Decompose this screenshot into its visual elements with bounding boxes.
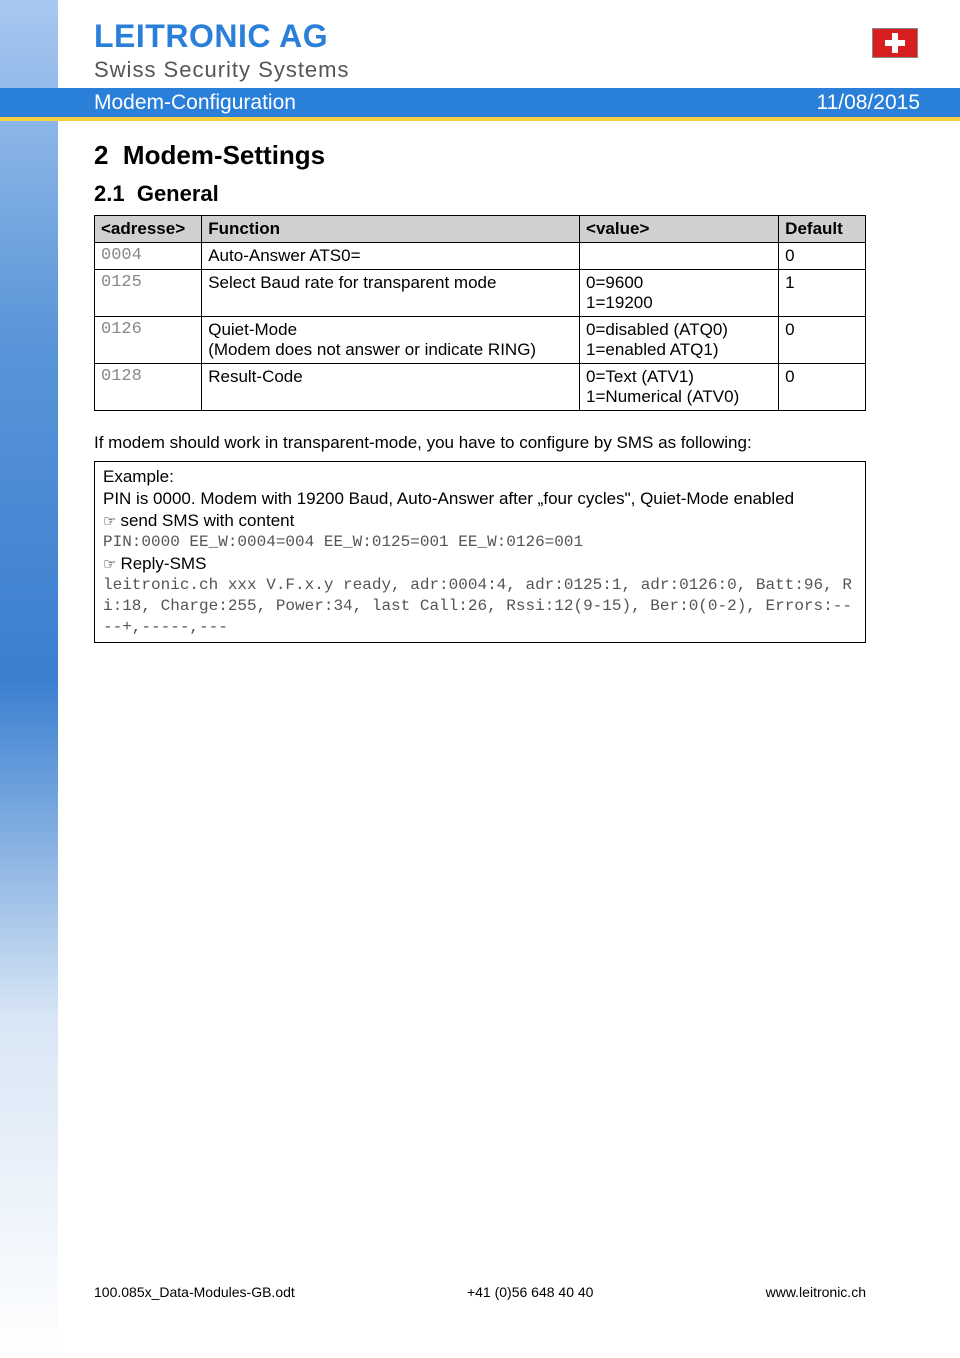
table-row: 0126Quiet-Mode(Modem does not answer or … xyxy=(95,317,866,364)
cell-adresse: 0128 xyxy=(95,364,202,411)
footer-phone: +41 (0)56 648 40 40 xyxy=(467,1284,594,1300)
table-row: 0125Select Baud rate for transparent mod… xyxy=(95,270,866,317)
send-sms-label: ☞send SMS with content xyxy=(103,510,857,532)
cell-default: 0 xyxy=(779,317,866,364)
cell-adresse: 0004 xyxy=(95,243,202,270)
footer-url: www.leitronic.ch xyxy=(766,1284,866,1300)
footer-filename: 100.085x_Data-Modules-GB.odt xyxy=(94,1284,295,1300)
section-heading: 2 Modem-Settings xyxy=(94,140,866,171)
cell-default: 0 xyxy=(779,364,866,411)
cell-value: 0=disabled (ATQ0)1=enabled ATQ1) xyxy=(580,317,779,364)
col-value: <value> xyxy=(580,216,779,243)
yellow-divider xyxy=(0,117,960,121)
company-name: LEITRONIC AG xyxy=(94,18,920,55)
cell-function: Select Baud rate for transparent mode xyxy=(202,270,580,317)
cell-default: 0 xyxy=(779,243,866,270)
cell-value: 0=96001=19200 xyxy=(580,270,779,317)
reply-sms-label: ☞Reply-SMS xyxy=(103,553,857,575)
doc-title: Modem-Configuration xyxy=(94,91,296,115)
cell-value xyxy=(580,243,779,270)
col-default: Default xyxy=(779,216,866,243)
doc-date: 11/08/2015 xyxy=(816,91,920,115)
left-sidebar xyxy=(0,0,58,1358)
table-row: 0128Result-Code0=Text (ATV1)1=Numerical … xyxy=(95,364,866,411)
subsection-heading: 2.1 General xyxy=(94,181,866,207)
send-sms-content: PIN:0000 EE_W:0004=004 EE_W:0125=001 EE_… xyxy=(103,532,857,553)
page-footer: 100.085x_Data-Modules-GB.odt +41 (0)56 6… xyxy=(94,1284,866,1300)
cell-function: Quiet-Mode(Modem does not answer or indi… xyxy=(202,317,580,364)
cell-default: 1 xyxy=(779,270,866,317)
page-content: 2 Modem-Settings 2.1 General <adresse> F… xyxy=(94,140,866,643)
col-adresse: <adresse> xyxy=(95,216,202,243)
swiss-flag-icon xyxy=(872,28,918,58)
cell-adresse: 0126 xyxy=(95,317,202,364)
table-header-row: <adresse> Function <value> Default xyxy=(95,216,866,243)
cell-adresse: 0125 xyxy=(95,270,202,317)
settings-table: <adresse> Function <value> Default 0004A… xyxy=(94,215,866,411)
col-function: Function xyxy=(202,216,580,243)
reply-sms-content: leitronic.ch xxx V.F.x.y ready, adr:0004… xyxy=(103,575,857,637)
example-title: Example: xyxy=(103,466,857,488)
example-box: Example: PIN is 0000. Modem with 19200 B… xyxy=(94,461,866,643)
document-header: LEITRONIC AG Swiss Security Systems xyxy=(94,18,920,83)
cell-value: 0=Text (ATV1)1=Numerical (ATV0) xyxy=(580,364,779,411)
cell-function: Result-Code xyxy=(202,364,580,411)
example-description: PIN is 0000. Modem with 19200 Baud, Auto… xyxy=(103,488,857,510)
configuration-note: If modem should work in transparent-mode… xyxy=(94,433,866,453)
table-row: 0004Auto-Answer ATS0= 0 xyxy=(95,243,866,270)
title-bar: Modem-Configuration 11/08/2015 xyxy=(58,88,960,117)
cell-function: Auto-Answer ATS0= xyxy=(202,243,580,270)
company-subtitle: Swiss Security Systems xyxy=(94,57,920,83)
